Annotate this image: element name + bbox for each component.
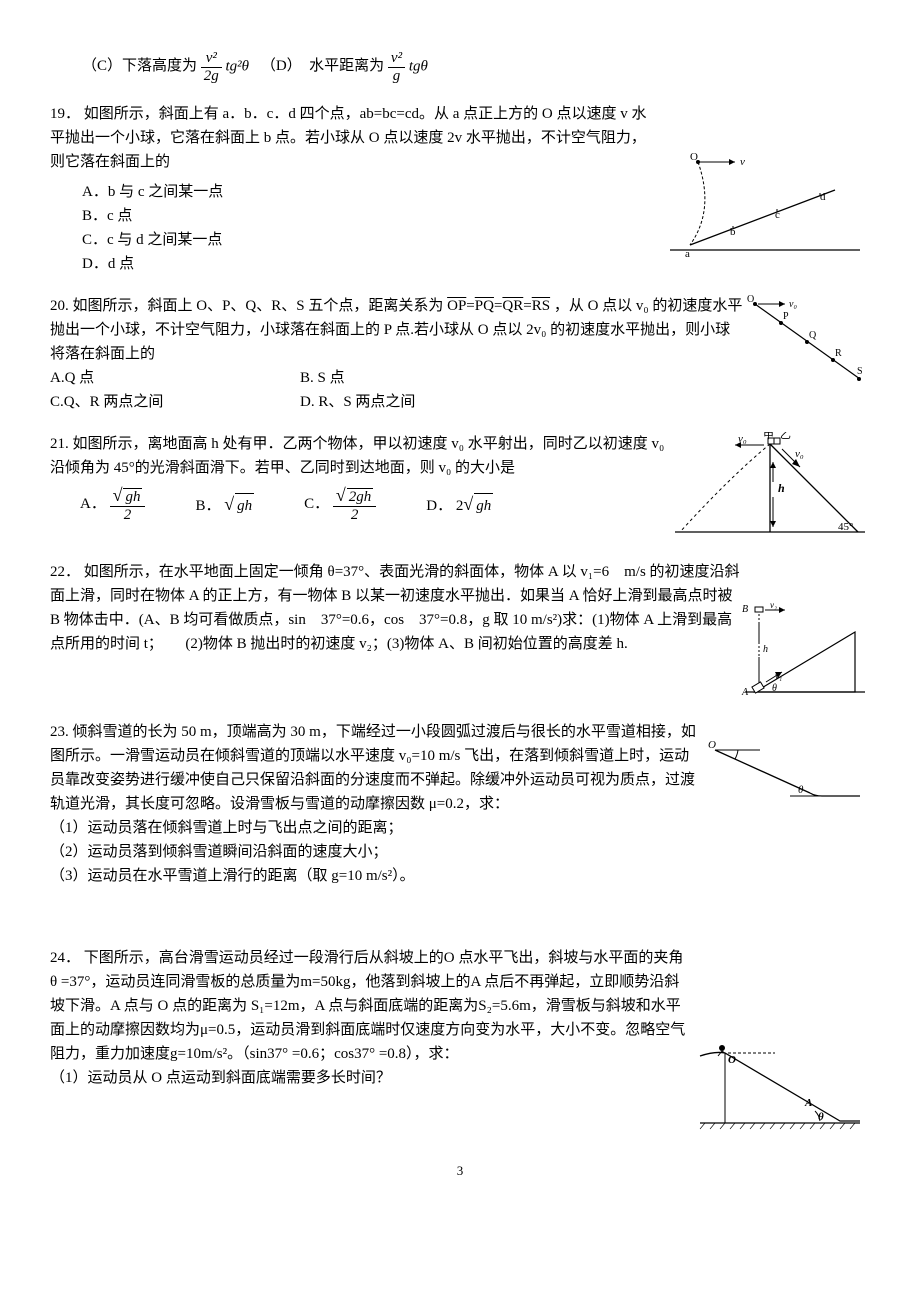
svg-text:S: S — [857, 366, 863, 377]
svg-text:v₀: v₀ — [738, 433, 747, 445]
q21-opt-b: B． √gh — [195, 490, 254, 519]
svg-text:45°: 45° — [838, 521, 853, 533]
page-number: 3 — [50, 1161, 870, 1182]
svg-text:O: O — [690, 151, 698, 163]
q19-text: 如图所示，斜面上有 a．b．c．d 四个点，ab=bc=cd。从 a 点正上方的… — [50, 106, 646, 170]
problem-22: 22． 如图所示，在水平地面上固定一倾角 θ=37°、表面光滑的斜面体，物体 A… — [50, 560, 870, 702]
figure-23: O θ — [700, 738, 870, 888]
problem-24: 24． 下图所示，高台滑雪运动员经过一段滑行后从斜坡上的O 点水平飞出，斜坡与水… — [50, 946, 870, 1141]
figure-24: O A θ — [690, 1031, 870, 1141]
q21-opt-a: A． √gh2 — [80, 486, 145, 523]
problem-21: 21. 如图所示，离地面高 h 处有甲．乙两个物体，甲以初速度 v₀ 水平射出，… — [50, 432, 870, 542]
svg-text:甲: 甲 — [763, 432, 774, 441]
opt-c-post: tg²θ — [226, 58, 250, 74]
q20-op: OP — [447, 298, 466, 314]
q20-opt-c: C.Q、R 两点之间 — [50, 390, 300, 414]
q23-sub2: （2）运动员落到倾斜雪道瞬间沿斜面的速度大小； — [50, 840, 700, 864]
svg-text:O: O — [708, 739, 716, 751]
svg-text:θ: θ — [772, 683, 777, 694]
q21-opt-c: C． √2gh2 — [304, 486, 376, 523]
q21-number: 21. — [50, 436, 69, 452]
q20-text1: 如图所示，斜面上 O、P、Q、R、S 五个点，距离关系为 — [73, 298, 444, 314]
svg-text:v₂: v₂ — [770, 602, 777, 610]
opt-d-post: tgθ — [409, 58, 428, 74]
svg-text:O: O — [728, 1054, 736, 1066]
q22-text: 如图所示，在水平地面上固定一倾角 θ=37°、表面光滑的斜面体，物体 A 以 v… — [50, 564, 740, 652]
q20-number: 20. — [50, 298, 69, 314]
q23-sub3: （3）运动员在水平雪道上滑行的距离（取 g=10 m/s²）。 — [50, 864, 700, 888]
problem-18-options: （C）下落高度为 v² 2g tg²θ （D） 水平距离为 v² g tgθ — [50, 50, 870, 84]
q22-number: 22． — [50, 564, 80, 580]
problem-20: 20. 如图所示，斜面上 O、P、Q、R、S 五个点，距离关系为 OP=PQ=Q… — [50, 294, 870, 414]
svg-text:v₀: v₀ — [795, 448, 804, 460]
svg-text:d: d — [820, 191, 826, 203]
problem-23: 23. 倾斜雪道的长为 50 m，顶端高为 30 m，下端经过一小段圆弧过渡后与… — [50, 720, 870, 888]
svg-text:h: h — [763, 644, 768, 655]
q20-qr: QR — [502, 298, 523, 314]
svg-text:a: a — [685, 248, 690, 260]
q19-opt-d: D．d 点 — [82, 252, 660, 276]
q23-text: 倾斜雪道的长为 50 m，顶端高为 30 m，下端经过一小段圆弧过渡后与很长的水… — [50, 724, 696, 812]
q24-sub1: （1）运动员从 O 点运动到斜面底端需要多长时间？ — [50, 1066, 690, 1090]
svg-text:R: R — [835, 348, 842, 359]
opt-c-text: （C）下落高度为 — [82, 58, 197, 74]
svg-text:A: A — [804, 1097, 812, 1109]
figure-22: B v₂ h A v₁ θ — [740, 602, 870, 702]
q23-sub1: （1）运动员落在倾斜雪道上时与飞出点之间的距离； — [50, 816, 700, 840]
q20-opt-a: A.Q 点 — [50, 366, 300, 390]
q24-text: 下图所示，高台滑雪运动员经过一段滑行后从斜坡上的O 点水平飞出，斜坡与水平面的夹… — [50, 950, 685, 1062]
svg-text:h: h — [778, 481, 785, 495]
q19-number: 19． — [50, 106, 80, 122]
svg-text:B: B — [742, 604, 748, 615]
q20-pq: PQ — [475, 298, 494, 314]
svg-text:乙: 乙 — [780, 432, 791, 441]
figure-19: O v a b c d — [660, 150, 870, 276]
svg-text:θ: θ — [798, 784, 804, 796]
svg-text:P: P — [783, 311, 789, 322]
q21-opt-d: D． 2√gh — [426, 490, 493, 519]
svg-text:v: v — [740, 156, 745, 168]
svg-text:A: A — [741, 687, 749, 698]
q20-opt-d: D. R、S 两点之间 — [300, 390, 415, 414]
figure-20: O v₀ P Q R S — [745, 294, 870, 414]
svg-text:O: O — [747, 294, 754, 305]
svg-text:v₁: v₁ — [775, 671, 782, 681]
q24-number: 24． — [50, 950, 80, 966]
q20-rs: RS — [532, 298, 550, 314]
q19-opt-b: B．c 点 — [82, 204, 660, 228]
problem-19: 19． 如图所示，斜面上有 a．b．c．d 四个点，ab=bc=cd。从 a 点… — [50, 102, 870, 276]
q20-opt-b: B. S 点 — [300, 366, 345, 390]
figure-21: v₀ v₀ 甲 乙 h 45° — [670, 432, 870, 542]
q21-text: 如图所示，离地面高 h 处有甲．乙两个物体，甲以初速度 v₀ 水平射出，同时乙以… — [50, 436, 664, 476]
frac-v2-g: v² g — [388, 50, 405, 84]
svg-text:Q: Q — [809, 330, 817, 341]
opt-d-text: （D） 水平距离为 — [261, 58, 384, 74]
svg-text:v₀: v₀ — [789, 299, 797, 310]
q19-opt-c: C．c 与 d 之间某一点 — [82, 228, 660, 252]
q19-opt-a: A．b 与 c 之间某一点 — [82, 180, 660, 204]
q23-number: 23. — [50, 724, 69, 740]
frac-v2-2g: v² 2g — [201, 50, 222, 84]
